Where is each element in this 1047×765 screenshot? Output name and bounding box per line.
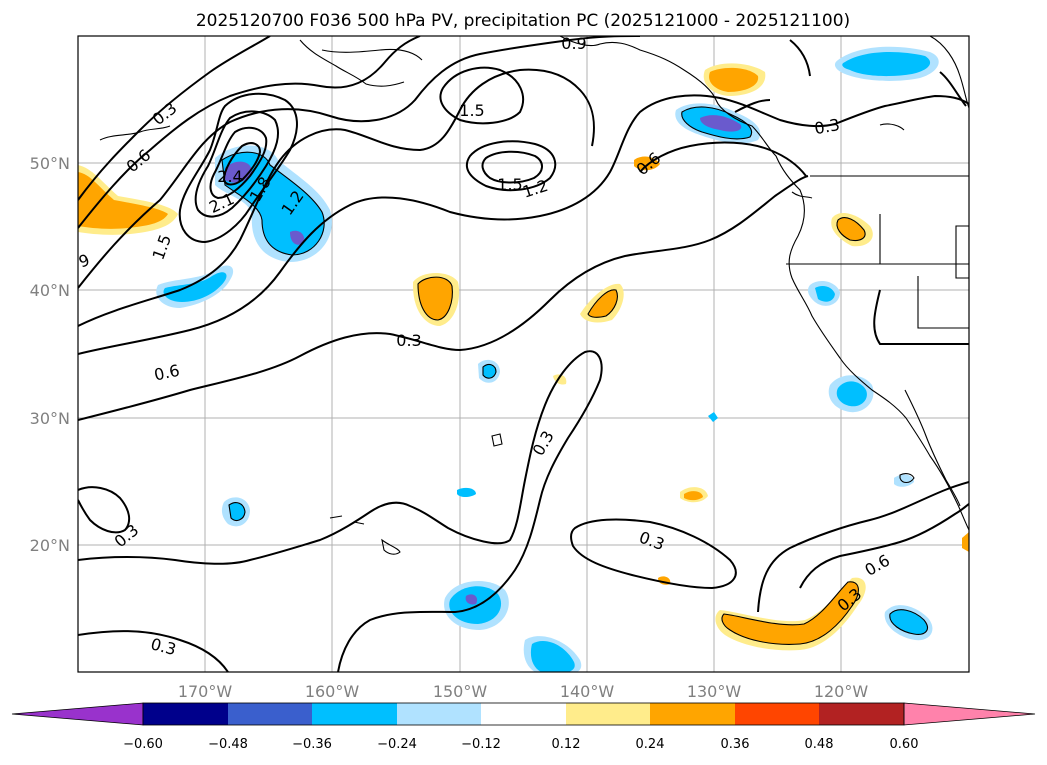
precip-neg-area <box>483 364 496 379</box>
colorbar-segment <box>481 703 566 725</box>
precip-neg-area <box>465 594 478 605</box>
lat-label-50n: 50°N <box>30 154 70 173</box>
precip-neg-area <box>457 487 476 497</box>
pv-contour <box>78 486 131 534</box>
figure-title: 2025120700 F036 500 hPa PV, precipitatio… <box>196 11 850 31</box>
colorbar-tick: 0.48 <box>805 737 834 752</box>
precip-pos-area <box>962 532 969 552</box>
longitude-labels: 170°W 160°W 150°W 140°W 130°W 120°W <box>178 682 869 701</box>
colorbar-segment <box>143 703 228 725</box>
colorbar-segment <box>397 703 481 725</box>
colorbar-extend-min <box>11 702 144 726</box>
contour-label: 0.6 <box>152 361 181 385</box>
pv-contour <box>78 36 641 289</box>
latitude-labels: 50°N 40°N 30°N 20°N <box>30 154 70 555</box>
colorbar-tick: −0.36 <box>292 737 332 752</box>
precip-pos-area <box>722 581 859 645</box>
precip-neg-area <box>163 272 227 302</box>
pv-contour <box>78 350 603 672</box>
lon-label-160w: 160°W <box>305 682 360 701</box>
precip-pos-area <box>78 172 168 229</box>
pv-contour <box>78 36 421 229</box>
precip-fills <box>78 46 969 672</box>
colorbar-segment <box>819 703 904 725</box>
precip-pos-area <box>588 289 618 318</box>
pv-contour <box>799 503 969 589</box>
pv-contour <box>78 630 229 672</box>
colorbar-tick: −0.24 <box>377 737 417 752</box>
pv-contour <box>873 289 969 346</box>
precip-neg-area <box>700 115 742 132</box>
pv-contour <box>734 99 771 113</box>
precip-neg-area <box>815 286 835 302</box>
pv-contour <box>939 71 967 107</box>
colorbar-segment <box>650 703 735 725</box>
precip-neg-area <box>449 586 502 624</box>
map-frame <box>77 35 970 673</box>
colorbar-segment <box>735 703 819 725</box>
colorbar-tick: 0.12 <box>552 737 581 752</box>
lat-label-30n: 30°N <box>30 409 70 428</box>
pv-contour <box>757 481 969 613</box>
pv-contours <box>78 36 969 672</box>
precip-neg-area <box>836 381 867 407</box>
precip-pos-area <box>684 491 703 501</box>
contour-label: 0.3 <box>396 331 421 350</box>
contour-label: 1.5 <box>497 175 522 194</box>
lat-label-40n: 40°N <box>30 281 70 300</box>
contour-label: 0.3 <box>813 115 841 138</box>
colorbar: −0.60 −0.48 −0.36 −0.24 −0.12 0.12 0.24 … <box>11 702 1036 752</box>
map-panel: 0.3 0.6 0.9 1.2 1.5 1.8 2.1 2.4 9 1.5 1.… <box>78 34 969 672</box>
pv-contour <box>639 141 807 177</box>
pv-contour <box>78 36 271 201</box>
colorbar-tick: 0.24 <box>636 737 665 752</box>
lat-label-20n: 20°N <box>30 536 70 555</box>
colorbar-tick: −0.12 <box>461 737 501 752</box>
precip-neg-area <box>894 474 914 487</box>
colorbar-ticks: −0.60 −0.48 −0.36 −0.24 −0.12 0.12 0.24 … <box>123 737 918 752</box>
lon-label-150w: 150°W <box>433 682 488 701</box>
precip-neg-area <box>229 502 245 521</box>
precip-outlines <box>221 106 928 645</box>
pv-contour <box>569 518 737 590</box>
colorbar-extend-max <box>903 702 1036 726</box>
pv-contour <box>465 140 557 192</box>
precip-neg-area <box>290 230 305 245</box>
precip-neg-area <box>842 52 931 77</box>
pv-contour <box>178 92 298 244</box>
precip-pos-area <box>418 277 453 320</box>
lon-label-140w: 140°W <box>560 682 615 701</box>
lon-label-130w: 130°W <box>687 682 742 701</box>
precip-pos-area <box>836 217 866 241</box>
pv-contour <box>78 175 809 421</box>
lon-label-120w: 120°W <box>814 682 869 701</box>
contour-label: 2.4 <box>217 167 242 186</box>
colorbar-tick: 0.60 <box>890 737 919 752</box>
coastlines <box>99 36 969 555</box>
colorbar-tick: −0.60 <box>123 737 163 752</box>
pv-contour <box>222 142 262 186</box>
contour-label: 1.5 <box>459 101 484 120</box>
colorbar-segment <box>228 703 312 725</box>
colorbar-tick: −0.48 <box>208 737 248 752</box>
colorbar-segment <box>566 703 650 725</box>
contour-label: 0.9 <box>561 34 586 53</box>
colorbar-segment <box>312 703 397 725</box>
pv-contour <box>78 68 595 327</box>
pv-contour <box>78 94 969 355</box>
pv-contour <box>439 66 525 125</box>
pv-contour <box>789 39 811 77</box>
pv-contour <box>481 150 543 184</box>
precip-neg-area <box>708 412 718 422</box>
precip-pos-area <box>709 67 759 92</box>
precip-neg-area <box>531 641 575 672</box>
lon-label-170w: 170°W <box>178 682 233 701</box>
colorbar-tick: 0.36 <box>721 737 750 752</box>
pv-contour <box>194 110 279 218</box>
